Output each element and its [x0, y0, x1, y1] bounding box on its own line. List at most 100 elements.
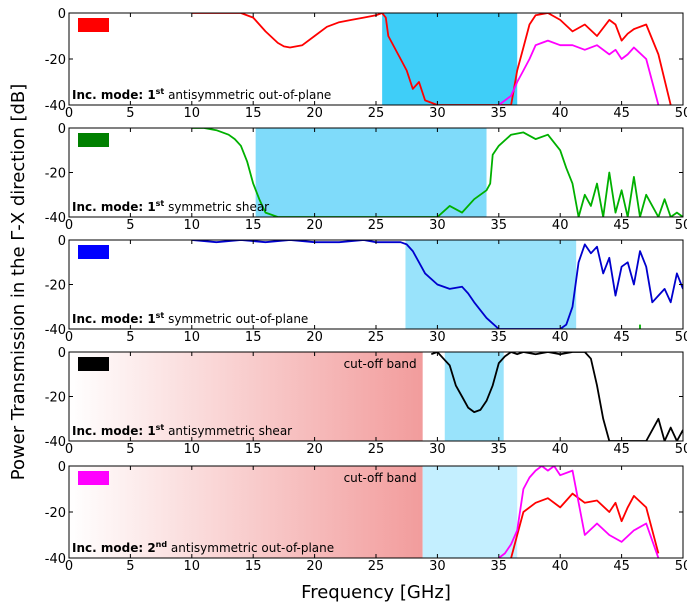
x-tick-label: 45 — [613, 442, 630, 457]
series-line-5-2 — [498, 466, 660, 558]
bandgap-region-3 — [405, 240, 577, 329]
x-tick-label: 20 — [306, 218, 323, 233]
x-tick-label: 45 — [613, 559, 630, 574]
cutoff-band-label-4: cut-off band — [344, 357, 417, 371]
panel-1-plot-area — [191, 13, 672, 105]
x-tick-label: 50 — [675, 442, 687, 457]
panel-3: 0 5 10 15 20 25 30 35 40 45 50 0 -20 -40 Inc. mode: 1s… — [45, 234, 687, 345]
x-tick-label: 0 — [65, 442, 73, 457]
x-tick-label: 50 — [675, 330, 687, 345]
y-tick-label: -20 — [45, 53, 66, 68]
x-tick-label: 10 — [184, 330, 201, 345]
panel-1: 0 5 10 15 20 25 30 35 40 45 50 0 -20 -40 Inc. mode: 1s… — [45, 7, 687, 121]
legend-swatch-4 — [78, 357, 109, 371]
x-tick-label: 25 — [368, 106, 385, 121]
legend-swatch-5 — [78, 471, 109, 485]
legend-swatch-1 — [78, 18, 109, 32]
x-tick-label: 40 — [552, 106, 569, 121]
y-tick-label: -20 — [45, 391, 66, 406]
mode-label-1: Inc. mode: 1st antisymmetric out-of-plan… — [72, 87, 331, 102]
bandgap-region-5 — [422, 466, 518, 558]
y-tick-label: -20 — [45, 167, 66, 182]
series-line-4-1 — [430, 352, 683, 441]
bandgap-region-4 — [444, 352, 504, 441]
bandgap-region-2 — [255, 128, 487, 217]
x-tick-label: 10 — [184, 106, 201, 121]
x-tick-label: 10 — [184, 218, 201, 233]
x-tick-label: 10 — [184, 559, 201, 574]
x-tick-label: 15 — [245, 218, 262, 233]
series-line-1-2 — [498, 39, 660, 105]
x-tick-label: 50 — [675, 559, 687, 574]
x-tick-label: 30 — [429, 330, 446, 345]
panel-4-plot-area — [69, 352, 683, 441]
x-tick-label: 35 — [491, 218, 508, 233]
x-tick-label: 5 — [126, 106, 134, 121]
x-tick-label: 15 — [245, 106, 262, 121]
x-tick-label: 25 — [368, 218, 385, 233]
x-tick-label: 5 — [126, 218, 134, 233]
x-tick-label: 10 — [184, 442, 201, 457]
x-tick-label: 5 — [126, 559, 134, 574]
x-tick-label: 0 — [65, 559, 73, 574]
x-tick-label: 45 — [613, 330, 630, 345]
y-tick-label: 0 — [58, 460, 66, 475]
x-tick-label: 40 — [552, 218, 569, 233]
mode-label-3: Inc. mode: 1st symmetric out-of-plane — [72, 311, 308, 326]
panel-4: 0 5 10 15 20 25 30 35 40 45 50 0 -20 -40 Inc. mode: 1s… — [45, 346, 687, 457]
series-line-3-1 — [191, 240, 683, 329]
x-tick-label: 20 — [306, 559, 323, 574]
panel-2: 0 5 10 15 20 25 30 35 40 45 50 0 -20 -40 Inc. mode: 1s… — [45, 122, 687, 233]
mode-label-2: Inc. mode: 1st symmetric shear — [72, 199, 269, 214]
y-tick-label: -20 — [45, 279, 66, 294]
y-axis-label: Power Transmission in the Γ-X direction … — [8, 84, 29, 481]
y-tick-label: 0 — [58, 346, 66, 361]
mode-label-4: Inc. mode: 1st antisymmetric shear — [72, 423, 292, 438]
panel-2-plot-area — [191, 128, 683, 217]
y-tick-label: 0 — [58, 234, 66, 249]
x-tick-label: 30 — [429, 218, 446, 233]
x-tick-label: 25 — [368, 442, 385, 457]
legend-swatch-2 — [78, 133, 109, 147]
cutoff-band-4 — [69, 352, 423, 441]
bandgap-region-1 — [382, 13, 518, 105]
cutoff-band-label-5: cut-off band — [344, 471, 417, 485]
x-tick-label: 0 — [65, 330, 73, 345]
x-tick-label: 15 — [245, 559, 262, 574]
x-tick-label: 25 — [368, 559, 385, 574]
x-tick-label: 20 — [306, 442, 323, 457]
x-tick-label: 15 — [245, 442, 262, 457]
x-tick-label: 40 — [552, 559, 569, 574]
y-tick-label: -40 — [45, 211, 66, 226]
x-tick-label: 30 — [429, 442, 446, 457]
y-tick-label: -20 — [45, 506, 66, 521]
y-tick-label: 0 — [58, 122, 66, 137]
y-tick-label: -40 — [45, 99, 66, 114]
x-tick-label: 5 — [126, 442, 134, 457]
x-tick-label: 35 — [491, 559, 508, 574]
y-tick-label: -40 — [45, 552, 66, 567]
x-tick-label: 25 — [368, 330, 385, 345]
x-tick-label: 40 — [552, 442, 569, 457]
x-tick-label: 20 — [306, 106, 323, 121]
cutoff-band-5 — [69, 466, 423, 558]
panel-5-plot-area — [69, 466, 660, 558]
mode-label-5: Inc. mode: 2nd antisymmetric out-of-plan… — [72, 540, 334, 555]
x-tick-label: 30 — [429, 559, 446, 574]
series-line-1-1 — [191, 13, 672, 105]
y-tick-label: 0 — [58, 7, 66, 22]
y-tick-label: -40 — [45, 323, 66, 338]
x-tick-label: 35 — [491, 442, 508, 457]
x-tick-label: 35 — [491, 330, 508, 345]
x-tick-label: 45 — [613, 218, 630, 233]
x-tick-label: 0 — [65, 218, 73, 233]
x-tick-label: 5 — [126, 330, 134, 345]
panel-3-plot-area — [191, 240, 683, 329]
x-tick-label: 50 — [675, 218, 687, 233]
legend-swatch-3 — [78, 245, 109, 259]
x-tick-label: 45 — [613, 106, 630, 121]
x-tick-label: 30 — [429, 106, 446, 121]
x-tick-label: 50 — [675, 106, 687, 121]
series-line-5-1 — [510, 492, 660, 558]
